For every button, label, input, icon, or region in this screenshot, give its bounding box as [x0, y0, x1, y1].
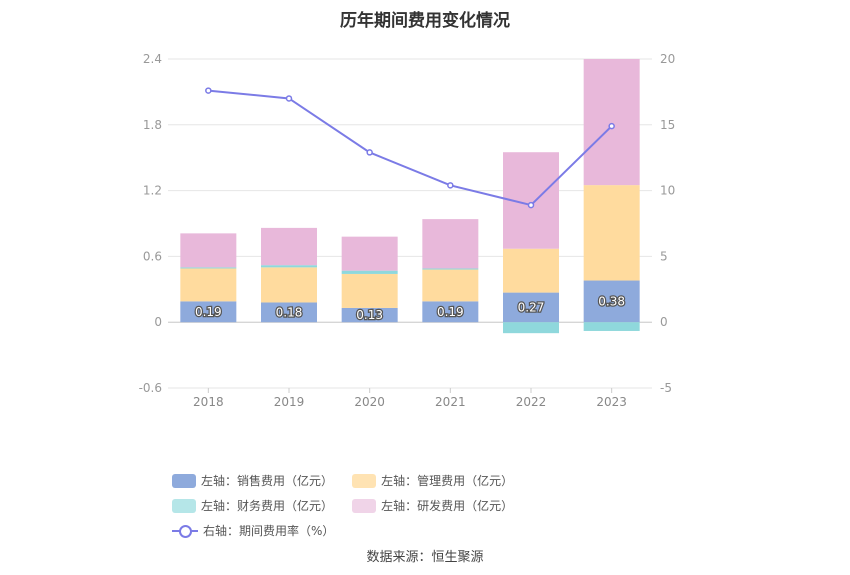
bar-value-label: 0.38 — [598, 294, 625, 308]
bar-segment-finance — [422, 268, 479, 270]
legend-item-admin[interactable]: 左轴：管理费用（亿元） — [352, 472, 513, 489]
gridlines — [168, 58, 652, 389]
right-axis-tick-label: 15 — [660, 118, 675, 132]
bar-segment-rnd — [180, 233, 237, 268]
expense-rate-point — [527, 201, 535, 209]
right-axis-tick-label: -5 — [660, 381, 672, 395]
expense-rate-point — [366, 149, 373, 156]
bar-value-label: 0.27 — [518, 300, 545, 314]
x-axis-tick-label: 2022 — [516, 395, 547, 409]
legend-label-finance: 左轴：财务费用（亿元） — [201, 499, 334, 513]
legend-item-rnd[interactable]: 左轴：研发费用（亿元） — [352, 497, 513, 514]
bar-segment-sales — [503, 292, 559, 323]
bar-segment-admin — [341, 273, 398, 308]
bar-value-label: 0.13 — [356, 308, 383, 322]
bar-groups — [180, 59, 640, 334]
bar-value-label: 0.19 — [195, 305, 222, 319]
expense-rate-point — [608, 122, 615, 130]
bar-segment-admin — [180, 268, 237, 302]
expense-rate-point — [205, 87, 212, 94]
expense-rate-point — [285, 95, 293, 102]
left-axis-tick-label: -0.6 — [139, 381, 162, 395]
chart-title: 历年期间费用变化情况 — [340, 11, 510, 31]
bar-segment-rnd — [422, 219, 479, 269]
left-axis-tick-label: 0.6 — [143, 249, 162, 263]
right-axis-tick-label: 10 — [660, 184, 675, 198]
data-source: 数据来源：恒生聚源 — [366, 550, 484, 565]
legend-item-rate[interactable]: 右轴：期间费用率（%） — [172, 522, 334, 539]
legend-label-admin: 左轴：管理费用（亿元） — [381, 474, 514, 488]
bar-segment-sales — [341, 307, 398, 323]
bar-segment-finance — [503, 322, 559, 334]
bar-segment-admin — [261, 267, 317, 303]
legend-label-rnd: 左轴：研发费用（亿元） — [381, 499, 514, 513]
chart-legend: 左轴：销售费用（亿元） 左轴：管理费用（亿元） 左轴：财务费用（亿元） 左轴：研… — [172, 472, 692, 547]
x-axis-tick-label: 2021 — [435, 395, 466, 409]
bar-segment-sales — [422, 301, 479, 323]
left-axis-tick-label: 2.4 — [143, 52, 162, 66]
bar-segment-admin — [583, 185, 640, 281]
data-labels: 0.19 0.18 0.13 0.19 0.27 0.38 — [194, 293, 627, 323]
legend-swatch-rnd — [352, 498, 377, 513]
bar-segment-admin — [422, 269, 479, 302]
bar-segment-finance — [583, 322, 640, 331]
right-axis-tick-label: 0 — [660, 315, 668, 329]
axes: -0.6 0 0.6 1.2 1.8 2.4 -5 0 5 10 15 20 2018 2019 2020 2… — [139, 52, 676, 409]
legend-swatch-sales — [172, 473, 196, 488]
bar-segment-admin — [503, 248, 559, 293]
left-axis-tick-label: 1.8 — [143, 118, 162, 132]
x-axis-tick-label: 2018 — [193, 395, 224, 409]
left-axis-tick-label: 1.2 — [143, 184, 162, 198]
legend-item-finance[interactable]: 左轴：财务费用（亿元） — [172, 497, 333, 514]
bar-value-label: 0.18 — [276, 305, 303, 319]
right-axis-tick-label: 20 — [660, 52, 675, 66]
legend-item-sales[interactable]: 左轴：销售费用（亿元） — [172, 472, 333, 489]
bar-segment-sales — [180, 301, 237, 323]
bar-segment-rnd — [341, 236, 398, 271]
x-axis-tick-label: 2023 — [596, 395, 627, 409]
legend-swatch-finance — [172, 498, 196, 513]
x-axis-tick-label: 2019 — [274, 395, 305, 409]
bar-segment-sales — [583, 280, 640, 323]
chart-plot: -0.6 0 0.6 1.2 1.8 2.4 -5 0 5 10 15 20 2018 2019 2020 2… — [139, 52, 676, 409]
legend-swatch-rate — [172, 524, 198, 538]
rate-line-layer — [205, 87, 615, 209]
left-axis-tick-label: 0 — [154, 315, 162, 329]
right-axis-tick-label: 5 — [660, 249, 668, 263]
bar-segment-finance — [341, 270, 398, 274]
legend-label-rate: 右轴：期间费用率（%） — [203, 524, 335, 538]
bar-segment-finance — [180, 267, 237, 269]
bar-segment-sales — [261, 302, 317, 323]
legend-swatch-admin — [352, 473, 377, 488]
bar-segment-rnd — [583, 59, 640, 186]
expense-rate-line — [208, 89, 613, 207]
bar-segment-finance — [261, 265, 317, 268]
bar-value-label: 0.19 — [437, 305, 464, 319]
legend-label-sales: 左轴：销售费用（亿元） — [201, 474, 334, 488]
x-axis-tick-label: 2020 — [354, 395, 385, 409]
bar-segment-rnd — [261, 227, 317, 266]
expense-rate-point — [447, 182, 454, 189]
